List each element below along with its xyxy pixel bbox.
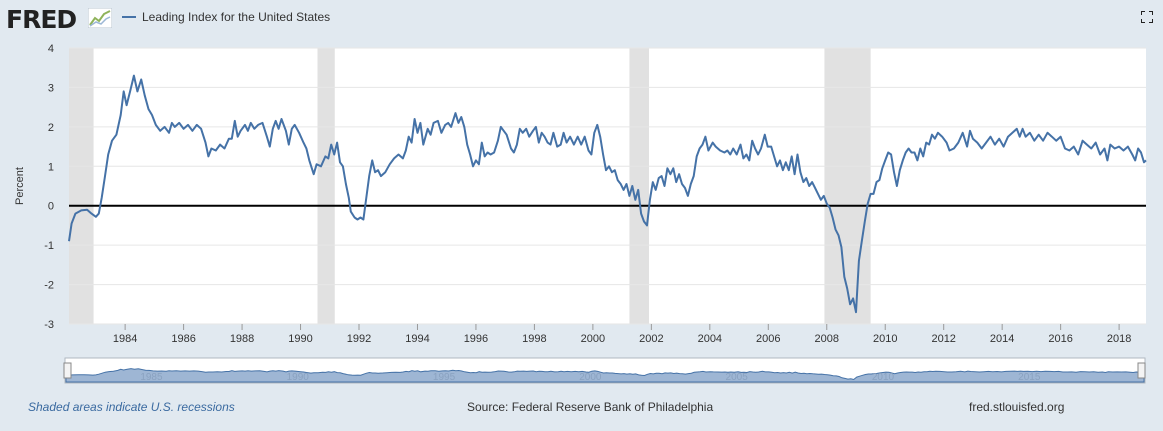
x-tick-label: 2008 [815, 333, 839, 345]
navigator-handle-left[interactable] [63, 362, 72, 379]
navigator-tick-label: 2015 [1018, 372, 1041, 383]
y-tick-label: -2 [44, 280, 54, 292]
x-tick-label: 1992 [347, 333, 371, 345]
legend-label: Leading Index for the United States [142, 10, 331, 24]
legend: Leading Index for the United States [122, 10, 330, 24]
y-tick-label: 2 [48, 122, 54, 134]
chart-header: FRED Leading Index for the United States [0, 0, 1163, 38]
navigator-tick-label: 1995 [433, 372, 456, 383]
recession-bands [69, 48, 871, 324]
y-tick-label: -1 [44, 240, 54, 252]
y-tick-label: 4 [48, 43, 54, 55]
recession-band-0 [69, 48, 94, 324]
y-tick-label: 3 [48, 82, 54, 94]
x-tick-label: 1996 [464, 333, 488, 345]
navigator-tick-label: 1985 [140, 372, 163, 383]
x-tick-label: 2006 [756, 333, 780, 345]
site-link[interactable]: fred.stlouisfed.org [969, 400, 1065, 414]
navigator-tick-label: 2005 [726, 372, 749, 383]
navigator-tick-label: 2000 [579, 372, 602, 383]
series-line [68, 74, 1147, 314]
legend-swatch [122, 16, 136, 18]
source-text: Source: Federal Reserve Bank of Philadel… [467, 400, 714, 414]
y-tick-label: -3 [44, 319, 54, 331]
x-tick-label: 2012 [931, 333, 955, 345]
recession-note[interactable]: Shaded areas indicate U.S. recessions [28, 400, 235, 414]
x-tick-label: 1986 [171, 333, 195, 345]
y-tick-label: 0 [48, 201, 54, 213]
x-tick-label: 1984 [113, 333, 137, 345]
x-tick-label: 2010 [873, 333, 897, 345]
fred-logo[interactable]: FRED [6, 5, 77, 34]
recession-band-1 [317, 48, 335, 324]
plot-background [69, 48, 1146, 324]
navigator-tick-label: 2010 [872, 372, 895, 383]
x-axis-ticks: 1984 1986 1988 1990 1992 1994 1996 1998 2000 2002… [113, 324, 1131, 345]
navigator-ticks: 1985 1990 1995 2000 2005 2010 2015 [140, 372, 1041, 383]
x-tick-label: 2016 [1048, 333, 1072, 345]
x-tick-label: 1988 [230, 333, 254, 345]
recession-band-3 [824, 48, 871, 324]
navigator-area [65, 368, 1145, 383]
x-tick-label: 1998 [522, 333, 546, 345]
x-tick-label: 2004 [698, 333, 722, 345]
range-navigator[interactable]: 1985 1990 1995 2000 2005 2010 2015 [63, 357, 1146, 384]
y-axis-label: Percent [14, 167, 26, 205]
y-axis-ticks: -3 -2 -1 0 1 2 3 4 [44, 43, 54, 331]
y-tick-label: 1 [48, 161, 54, 173]
x-tick-label: 2018 [1107, 333, 1131, 345]
navigator-tick-label: 1990 [287, 372, 310, 383]
x-tick-label: 2002 [639, 333, 663, 345]
x-tick-label: 1990 [288, 333, 312, 345]
x-tick-label: 2000 [581, 333, 605, 345]
x-tick-label: 1994 [405, 333, 429, 345]
x-tick-label: 2014 [990, 333, 1014, 345]
navigator-handle-right[interactable] [1137, 362, 1146, 379]
recession-band-2 [629, 48, 650, 324]
